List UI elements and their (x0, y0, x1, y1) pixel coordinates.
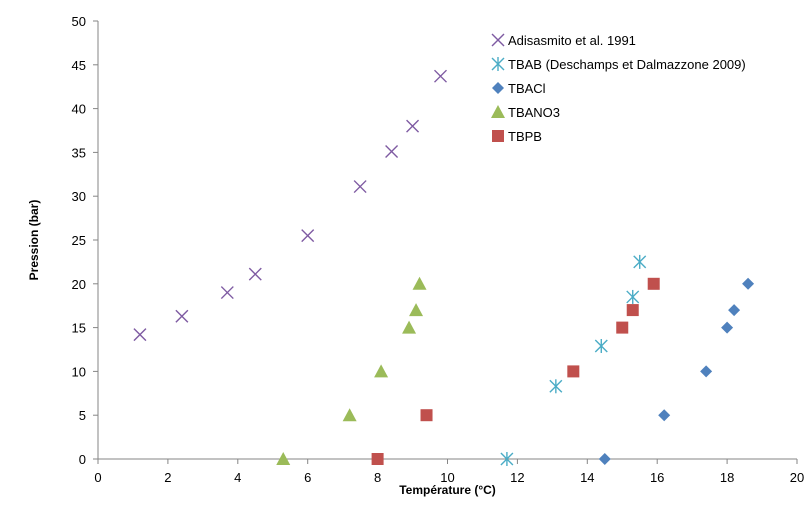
legend-item: TBAB (Deschamps et Dalmazzone 2009) (491, 57, 746, 72)
y-tick-label: 15 (72, 321, 86, 336)
data-marks (133, 69, 755, 466)
y-tick-label: 5 (79, 408, 86, 423)
data-point (567, 365, 580, 378)
data-point (500, 452, 514, 466)
y-tick-label: 35 (72, 145, 86, 160)
data-point (626, 304, 639, 317)
data-point (420, 409, 433, 422)
data-point (406, 119, 420, 133)
y-tick-label: 30 (72, 189, 86, 204)
data-point (412, 276, 427, 290)
data-point (133, 328, 147, 342)
x-tick-label: 10 (440, 470, 454, 485)
legend-label: TBACl (508, 81, 546, 96)
y-tick-label: 0 (79, 452, 86, 467)
data-point (658, 409, 671, 422)
data-point (248, 267, 262, 281)
legend-item: TBPB (492, 129, 542, 144)
legend: Adisasmito et al. 1991 TBAB (Deschamps et… (491, 33, 746, 144)
x-tick-label: 12 (510, 470, 524, 485)
x-tick-label: 16 (650, 470, 664, 485)
data-point (700, 365, 713, 378)
data-point (371, 453, 384, 465)
data-point (647, 277, 660, 290)
legend-marker (491, 105, 505, 118)
legend-label: TBANO3 (508, 105, 560, 120)
y-tick-label: 10 (72, 364, 86, 379)
legend-item: TBANO3 (491, 105, 560, 120)
x-axis-label: Température (°C) (399, 483, 496, 497)
legend-marker (492, 130, 504, 142)
legend-label: Adisasmito et al. 1991 (508, 33, 636, 48)
x-tick-label: 18 (720, 470, 734, 485)
data-point (342, 408, 357, 422)
data-point (276, 452, 291, 465)
y-tick-label: 25 (72, 233, 86, 248)
series-0 (133, 69, 448, 342)
data-point (633, 254, 647, 269)
y-tick-label: 40 (72, 102, 86, 117)
data-point (728, 304, 741, 317)
y-axis-label: Pression (bar) (27, 200, 41, 281)
x-tick-label: 6 (304, 470, 311, 485)
data-point (353, 180, 367, 194)
x-tick-label: 20 (790, 470, 804, 485)
y-tick-label: 20 (72, 277, 86, 292)
data-point (549, 379, 563, 394)
legend-label: TBPB (508, 129, 542, 144)
series-2 (598, 277, 755, 465)
x-tick-label: 8 (374, 470, 381, 485)
series-4 (371, 277, 660, 465)
data-point (598, 453, 611, 465)
data-point (220, 286, 234, 300)
data-point (616, 321, 629, 334)
data-point (409, 303, 424, 317)
legend-marker (492, 82, 504, 94)
data-point (721, 321, 734, 334)
y-tick-label: 45 (72, 58, 86, 73)
data-point (742, 277, 755, 290)
y-tick-label: 50 (72, 14, 86, 29)
data-point (374, 364, 389, 378)
data-point (175, 309, 189, 323)
x-tick-label: 14 (580, 470, 594, 485)
x-tick-label: 0 (94, 470, 101, 485)
legend-marker (491, 33, 505, 47)
legend-item: Adisasmito et al. 1991 (491, 33, 636, 48)
axes (93, 20, 798, 464)
data-point (626, 289, 640, 304)
data-point (434, 69, 448, 83)
data-point (594, 338, 608, 353)
legend-item: TBACl (492, 81, 546, 96)
series-3 (276, 276, 427, 465)
data-point (402, 320, 417, 334)
x-tick-label: 2 (164, 470, 171, 485)
data-point (301, 229, 315, 243)
series-1 (500, 254, 647, 466)
legend-marker (491, 57, 505, 71)
data-point (385, 145, 399, 159)
legend-label: TBAB (Deschamps et Dalmazzone 2009) (508, 57, 746, 72)
tick-labels: 0 5 10 15 20 25 30 35 40 45 50 0 2 4 6 8 10 12 14 16 18 20 (72, 14, 805, 485)
x-tick-label: 4 (234, 470, 241, 485)
